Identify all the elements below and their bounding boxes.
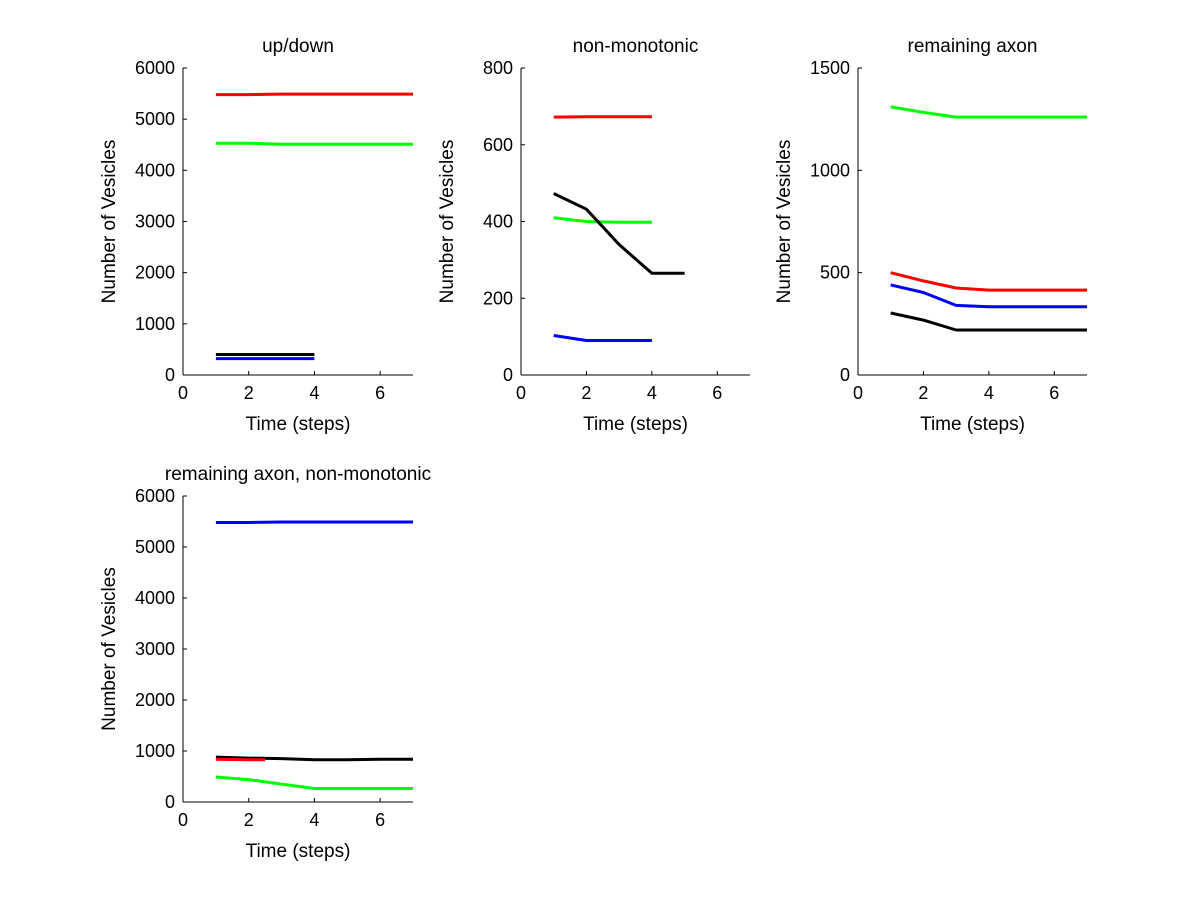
series-line-4 bbox=[215, 775, 413, 790]
y-tick-label: 1000 bbox=[135, 314, 175, 334]
y-tick-label: 800 bbox=[483, 58, 513, 78]
y-tick-label: 0 bbox=[840, 365, 850, 385]
chart-panel-4: remaining axon, non-monotonic 0 1000 2000 30… bbox=[99, 464, 431, 862]
x-tick-label: 2 bbox=[581, 383, 591, 403]
chart-title: up/down bbox=[262, 36, 334, 57]
series-line-2 bbox=[890, 271, 1087, 292]
chart-title: remaining axon, non-monotonic bbox=[165, 464, 431, 485]
y-tick-label: 4000 bbox=[135, 160, 175, 180]
y-tick-label: 400 bbox=[483, 212, 513, 232]
x-tick-label: 0 bbox=[178, 810, 188, 830]
series-line-3 bbox=[215, 757, 266, 762]
x-axis-label: Time (steps) bbox=[246, 414, 351, 435]
y-tick-label: 4000 bbox=[135, 588, 175, 608]
y-axis-label: Number of Vesicles bbox=[774, 140, 795, 304]
series-line-1 bbox=[215, 92, 413, 97]
series-line-1 bbox=[215, 520, 413, 524]
y-tick-label: 500 bbox=[820, 263, 850, 283]
x-axis-label: Time (steps) bbox=[920, 414, 1025, 435]
series-line-2 bbox=[215, 141, 413, 146]
series-line-4 bbox=[553, 334, 652, 342]
x-tick-label: 0 bbox=[516, 383, 526, 403]
y-tick-label: 6000 bbox=[135, 58, 175, 78]
x-tick-label: 0 bbox=[853, 383, 863, 403]
chart-panel-3: remaining axon 0 500 1000 1500 0 2 4 6 Time (step… bbox=[774, 36, 1087, 435]
series-line-3 bbox=[890, 283, 1087, 309]
series-line-3 bbox=[553, 192, 685, 275]
chart-panel-2: non-monotonic 0 200 400 600 800 0 2 4 6 Time (step… bbox=[437, 36, 750, 435]
series-line-2 bbox=[215, 755, 413, 762]
x-tick-label: 6 bbox=[375, 810, 385, 830]
y-tick-label: 3000 bbox=[135, 212, 175, 232]
x-axis-label: Time (steps) bbox=[583, 414, 688, 435]
x-tick-label: 4 bbox=[647, 383, 657, 403]
chart-title: remaining axon bbox=[908, 36, 1038, 57]
x-tick-label: 6 bbox=[1049, 383, 1059, 403]
y-axis-label: Number of Vesicles bbox=[99, 140, 120, 304]
y-tick-label: 1000 bbox=[810, 160, 850, 180]
x-tick-label: 2 bbox=[244, 383, 254, 403]
y-tick-label: 5000 bbox=[135, 109, 175, 129]
y-tick-label: 0 bbox=[165, 792, 175, 812]
chart-panel-1: up/down 0 1000 2000 3000 4000 5000 6000 0 2 4 6 Time… bbox=[99, 36, 413, 435]
series-line-1 bbox=[890, 105, 1087, 119]
y-tick-label: 5000 bbox=[135, 537, 175, 557]
y-tick-label: 2000 bbox=[135, 263, 175, 283]
x-tick-label: 0 bbox=[178, 383, 188, 403]
x-tick-label: 6 bbox=[712, 383, 722, 403]
y-tick-label: 0 bbox=[165, 365, 175, 385]
series-line-2 bbox=[553, 216, 652, 224]
y-tick-label: 3000 bbox=[135, 639, 175, 659]
x-tick-label: 4 bbox=[309, 810, 319, 830]
y-tick-label: 600 bbox=[483, 135, 513, 155]
x-axis-label: Time (steps) bbox=[246, 841, 351, 862]
x-tick-label: 4 bbox=[984, 383, 994, 403]
y-tick-label: 0 bbox=[503, 365, 513, 385]
x-tick-label: 2 bbox=[244, 810, 254, 830]
x-tick-label: 4 bbox=[309, 383, 319, 403]
x-tick-label: 2 bbox=[918, 383, 928, 403]
y-tick-label: 6000 bbox=[135, 486, 175, 506]
y-axis-label: Number of Vesicles bbox=[99, 567, 120, 731]
y-tick-label: 1500 bbox=[810, 58, 850, 78]
y-axis-label: Number of Vesicles bbox=[437, 140, 458, 304]
y-tick-label: 1000 bbox=[135, 741, 175, 761]
y-tick-label: 200 bbox=[483, 288, 513, 308]
series-line-4 bbox=[890, 311, 1087, 332]
y-tick-label: 2000 bbox=[135, 690, 175, 710]
x-tick-label: 6 bbox=[375, 383, 385, 403]
chart-title: non-monotonic bbox=[573, 36, 699, 57]
